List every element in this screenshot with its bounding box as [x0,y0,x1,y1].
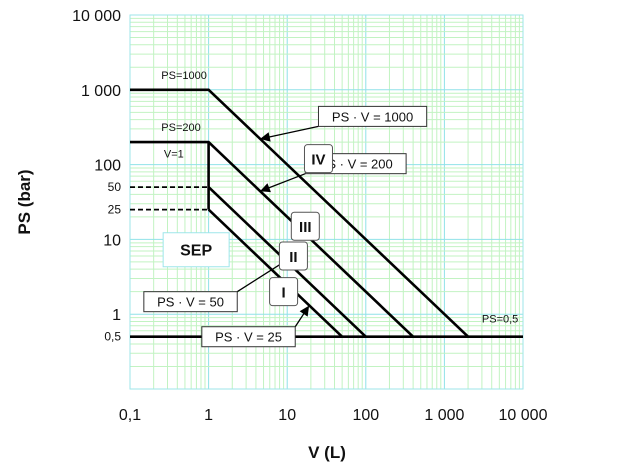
category-label: III [299,219,312,236]
callout-arrow-line [265,125,319,139]
x-tick-label: 10 [278,407,296,424]
callout: PS · V = 1000 [259,105,428,142]
category-badge: I [269,277,299,307]
callout-text: PS · V = 200 [319,157,393,172]
category-label: II [289,249,297,266]
callout-box [201,326,296,348]
x-tick-label: 1 [204,407,213,424]
callout-arrow-line [265,173,306,190]
callout-text: PS · V = 25 [215,330,282,345]
region-label: SEP [180,243,212,260]
plot-frame [129,14,524,390]
x-axis-title: V (L) [308,443,346,462]
callout: PS · V = 50 [143,255,294,313]
y-tick-label: 50 [108,180,122,194]
callout-text: PS · V = 1000 [332,109,413,124]
y-tick-label: 100 [94,158,121,175]
annotation-label: PS=1000 [161,70,207,82]
region-box [162,232,230,268]
annotation-label: PS=0,5 [482,313,518,325]
category-box [290,211,320,241]
category-badge: IV [303,144,333,174]
series-line-ps-v-25 [207,208,343,338]
y-tick-label: 25 [108,203,122,217]
x-tick-label: 100 [352,407,379,424]
category-label: I [282,285,286,302]
callout-text: PS · V = 50 [157,295,224,310]
x-tick-label: 10 000 [499,407,548,424]
category-box [269,277,299,307]
y-tick-label: 1 000 [81,83,121,100]
callout-box [317,105,428,127]
y-tick-label: 10 000 [72,8,121,25]
annotation-label: PS=200 [161,122,200,134]
y-tick-label: 0,5 [104,330,121,344]
annotation-label: V=1 [164,148,184,160]
x-tick-label: 0,1 [119,407,141,424]
callout-arrow-head [299,305,310,317]
category-badge: II [278,241,308,271]
category-badge: III [290,211,320,241]
callout-arrow-head [259,132,271,142]
series-line-ps-v-1000 [130,88,469,338]
x-tick-label: 1 000 [424,407,464,424]
y-axis-title: PS (bar) [15,169,34,234]
category-box [303,144,333,174]
y-tick-label: 1 [112,307,121,324]
category-label: IV [311,152,325,169]
callout: PS · V = 25 [201,305,310,348]
callout-arrow-head [259,183,271,193]
category-box [278,241,308,271]
callout-box [143,291,238,313]
tick-labels: 0,1 1 10 100 1 000 10 000 0,5 1 10 25 50 100 1 000 10… [72,8,548,424]
reference-dashes [130,186,209,211]
y-tick-label: 10 [103,232,121,249]
